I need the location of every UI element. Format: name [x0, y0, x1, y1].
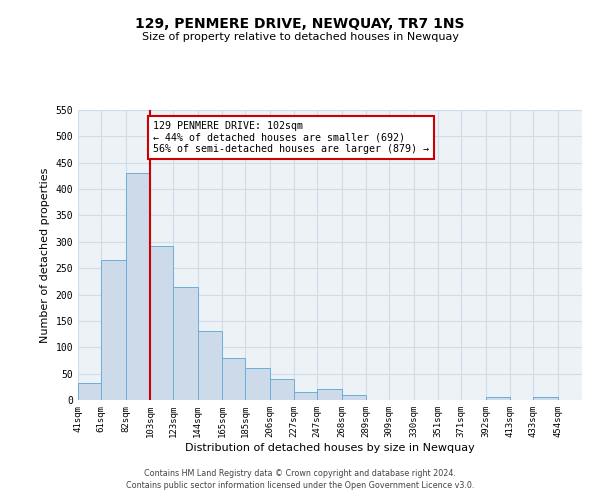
Bar [222, 358, 245, 400]
Bar [269, 379, 294, 400]
Bar [125, 174, 150, 400]
Text: 129, PENMERE DRIVE, NEWQUAY, TR7 1NS: 129, PENMERE DRIVE, NEWQUAY, TR7 1NS [135, 18, 465, 32]
Bar [101, 260, 125, 400]
Bar [294, 392, 317, 400]
Text: 129 PENMERE DRIVE: 102sqm
← 44% of detached houses are smaller (692)
56% of semi: 129 PENMERE DRIVE: 102sqm ← 44% of detac… [154, 120, 430, 154]
Bar [245, 368, 269, 400]
Y-axis label: Number of detached properties: Number of detached properties [40, 168, 50, 342]
Text: Contains HM Land Registry data © Crown copyright and database right 2024.: Contains HM Land Registry data © Crown c… [144, 469, 456, 478]
Bar [150, 246, 173, 400]
Text: Size of property relative to detached houses in Newquay: Size of property relative to detached ho… [142, 32, 458, 42]
Bar [533, 398, 557, 400]
Bar [173, 286, 197, 400]
Bar [317, 390, 341, 400]
Text: Contains public sector information licensed under the Open Government Licence v3: Contains public sector information licen… [126, 480, 474, 490]
Bar [197, 332, 222, 400]
Bar [485, 398, 510, 400]
Bar [78, 383, 101, 400]
Bar [341, 394, 366, 400]
X-axis label: Distribution of detached houses by size in Newquay: Distribution of detached houses by size … [185, 442, 475, 452]
